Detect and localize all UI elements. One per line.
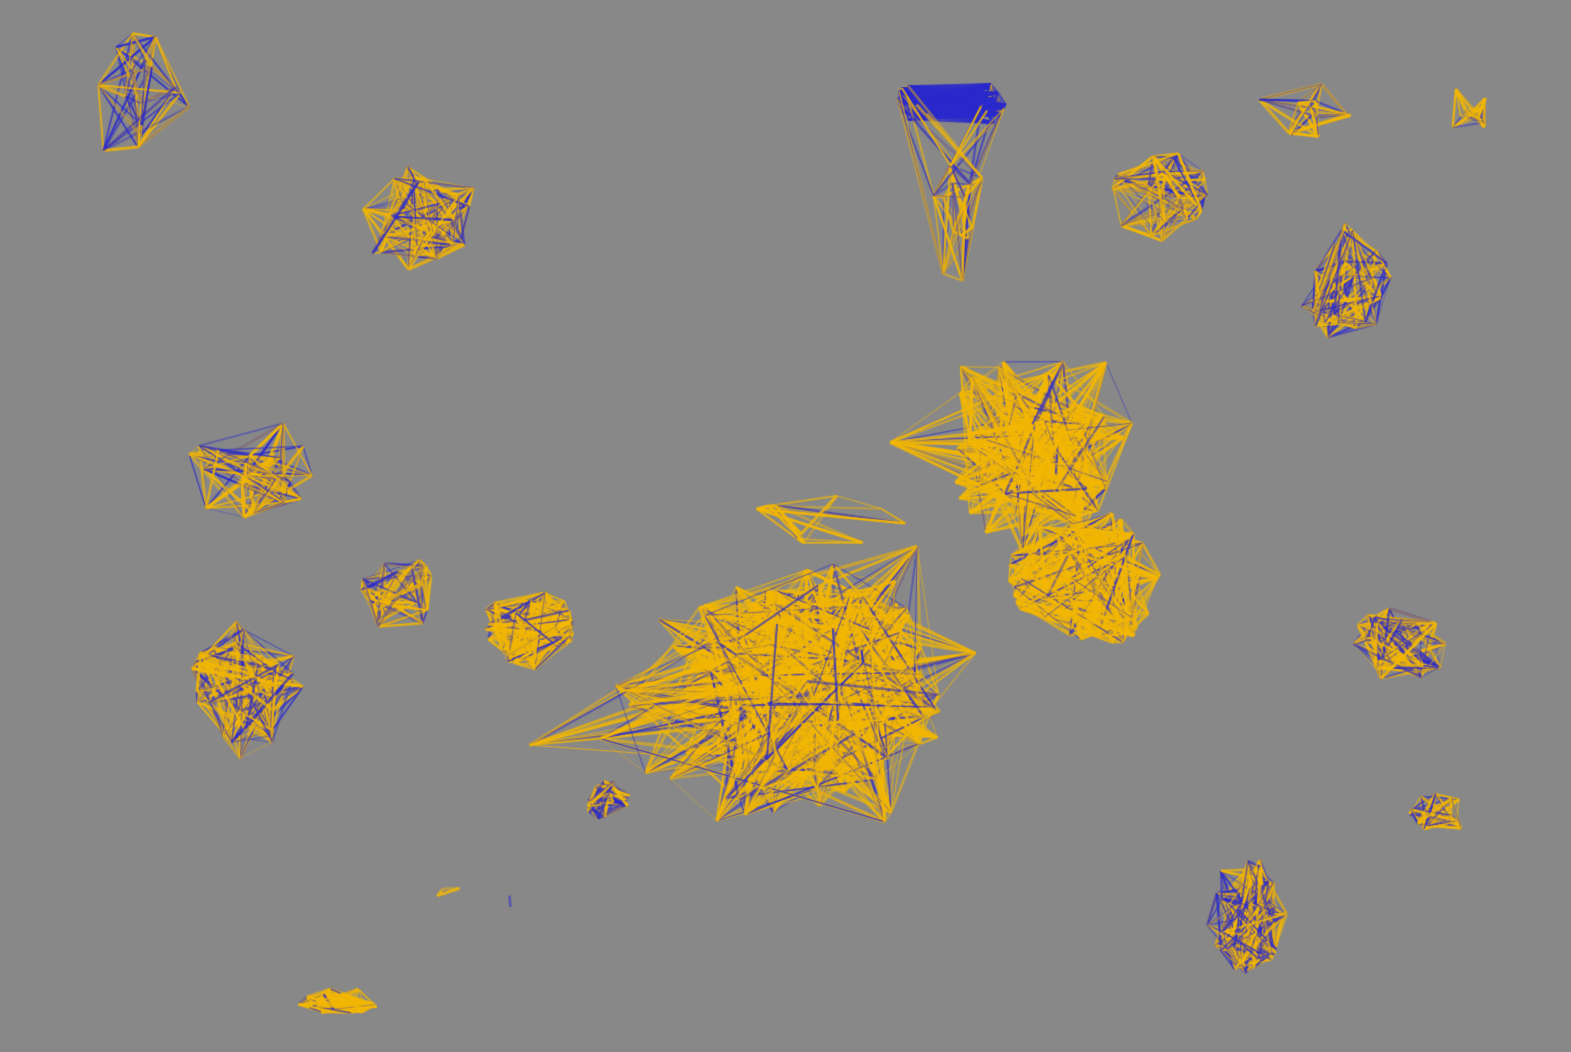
network-graph-figure: Force-directed network graph xyxy=(0,0,1571,1052)
network-graph-canvas[interactable] xyxy=(0,0,1571,1052)
